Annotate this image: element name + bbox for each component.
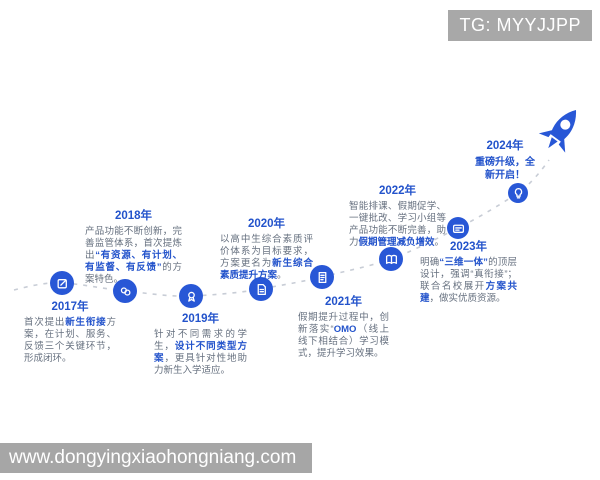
milestone-2022: 2022年 智能排课、假期促学、一键批改、学习小组等产品功能不断完善，助力假期管…: [349, 182, 446, 249]
timeline-node-2019: [179, 284, 203, 308]
year-label: 2024年: [486, 140, 524, 152]
text-segment: 。: [277, 270, 287, 281]
text-segment: 产品功能不断创新，完善监管体系，首次提炼出: [85, 226, 182, 261]
text-segment: 假期管理减负增效: [358, 237, 435, 248]
users-icon: [120, 286, 130, 296]
text-segment: 首次提出: [24, 317, 66, 328]
year-label: 2019年: [181, 313, 220, 325]
card-icon: [452, 224, 464, 233]
text-segment: （线上线下相结合）学习模式，提升学习效果。: [298, 324, 389, 359]
text-segment: 方案，在计划、服务、反馈三个关键环节，形成闭环。: [24, 317, 116, 364]
timeline-node-2017: [50, 271, 74, 295]
text-segment: 。: [434, 237, 445, 248]
year-label: 2017年: [51, 301, 89, 313]
bulb-icon: [514, 187, 522, 198]
text-segment: 明确: [420, 257, 440, 268]
text-segment: 假期提升过程中，创新落实“: [298, 312, 389, 335]
text-segment: 新生衔接: [65, 317, 107, 328]
timeline-node-2020: [249, 277, 273, 301]
milestone-text: 以高中生综合素质评价体系为目标要求，方案更名为新生综合素质提升方案。: [220, 234, 313, 282]
milestone-text: 智能排课、假期促学、一键批改、学习小组等产品功能不断完善，助力假期管理减负增效。: [349, 201, 446, 249]
file-icon: [318, 271, 326, 283]
text-segment: OMO: [333, 324, 357, 335]
text-segment: “有资源、有计划、有监督、有反馈”: [85, 250, 182, 273]
website-watermark: www.dongyingxiaohongniang.com: [0, 443, 312, 473]
milestone-2019: 2019年 针对不同需求的学生，设计不同类型方案，更具针对性地助力新生入学适应。: [154, 310, 247, 377]
text-segment: 的方案特色。: [85, 262, 182, 285]
milestone-text: 明确“三维一体”的顶层设计，强调“真衔接”；联合名校展开方案共建，做实优质资源。: [420, 257, 517, 305]
edit-icon: [57, 278, 67, 288]
text-segment: ，做实优质资源。: [429, 293, 506, 304]
text-segment: 智能排课、假期促学、一键批改、学习小组等产品功能不断完善，助力: [349, 201, 446, 248]
text-segment: 重磅升级，全新开启！: [475, 157, 535, 181]
milestone-2017: 2017年 首次提出新生衔接方案，在计划、服务、反馈三个关键环节，形成闭环。: [24, 298, 116, 365]
year-label: 2022年: [378, 185, 417, 197]
text-segment: 设计不同类型方案: [154, 341, 247, 364]
milestone-text: 假期提升过程中，创新落实“OMO（线上线下相结合）学习模式，提升学习效果。: [298, 312, 389, 360]
milestone-2021: 2021年 假期提升过程中，创新落实“OMO（线上线下相结合）学习模式，提升学习…: [298, 293, 389, 360]
timeline-node-2018: [113, 279, 137, 303]
milestone-2018: 2018年 产品功能不断创新，完善监管体系，首次提炼出“有资源、有计划、有监督、…: [85, 207, 182, 286]
year-label: 2021年: [324, 296, 363, 308]
milestone-2023: 2023年 明确“三维一体”的顶层设计，强调“真衔接”；联合名校展开方案共建，做…: [420, 238, 517, 305]
milestone-2024: 2024年 重磅升级，全新开启！: [474, 137, 536, 182]
text-segment: 针对不同需求的学生，: [154, 329, 247, 352]
document-icon: [257, 283, 266, 295]
rocket-icon: [538, 110, 576, 153]
year-label: 2018年: [114, 210, 153, 222]
year-label: 2023年: [449, 241, 488, 253]
text-segment: 以高中生综合素质评价体系为目标要求，方案更名为: [220, 234, 313, 269]
timeline-node-2022: [379, 247, 403, 271]
milestone-2020: 2020年 以高中生综合素质评价体系为目标要求，方案更名为新生综合素质提升方案。: [220, 215, 313, 282]
milestone-text: 产品功能不断创新，完善监管体系，首次提炼出“有资源、有计划、有监督、有反馈”的方…: [85, 226, 182, 286]
timeline-node-2024: [508, 183, 528, 203]
text-segment: 的顶层设计，强调“真衔接”；联合名校展开: [420, 257, 517, 292]
text-segment: ，更具针对性地助力新生入学适应。: [154, 353, 247, 376]
text-segment: 方案共建: [420, 281, 517, 304]
timeline-node-2023: [447, 217, 469, 239]
medal-icon: [187, 291, 195, 302]
milestone-text: 首次提出新生衔接方案，在计划、服务、反馈三个关键环节，形成闭环。: [24, 317, 116, 365]
text-segment: “三维一体”: [439, 257, 488, 268]
timeline-node-2021: [310, 265, 334, 289]
tg-watermark-badge: TG: MYYJJPP: [448, 10, 592, 41]
text-segment: 新生综合素质提升方案: [220, 258, 313, 281]
milestone-text: 针对不同需求的学生，设计不同类型方案，更具针对性地助力新生入学适应。: [154, 329, 247, 377]
year-label: 2020年: [247, 218, 286, 230]
milestone-text: 重磅升级，全新开启！: [474, 156, 536, 182]
book-icon: [385, 254, 397, 264]
